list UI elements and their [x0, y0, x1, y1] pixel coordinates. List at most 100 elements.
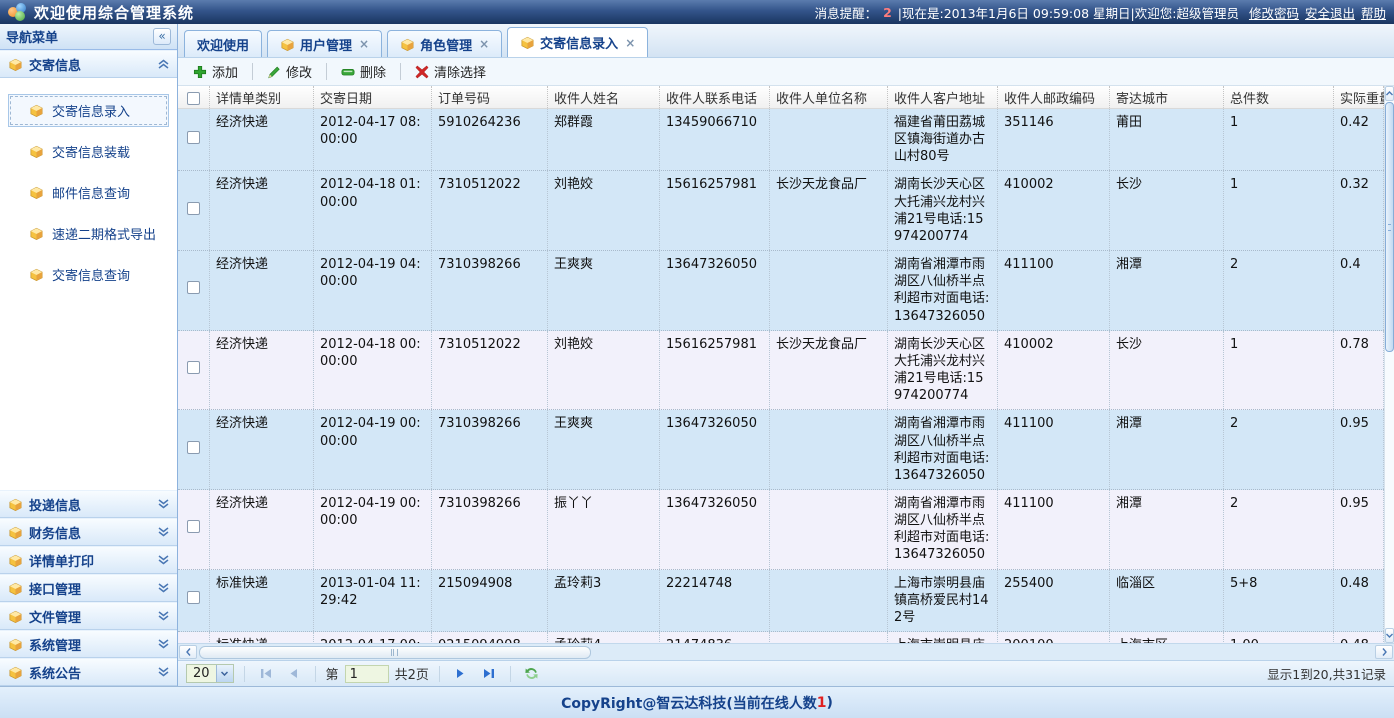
cell-总件数: 2	[1224, 410, 1334, 489]
scroll-down-button[interactable]	[1385, 628, 1394, 643]
sidebar-group-系统公告[interactable]: 系统公告	[0, 658, 177, 686]
column-header-寄达城市[interactable]: 寄达城市	[1110, 86, 1224, 108]
row-checkbox[interactable]	[187, 440, 200, 454]
row-checkbox[interactable]	[187, 520, 200, 534]
column-header-详情单类别[interactable]: 详情单类别	[210, 86, 314, 108]
column-header-label: 实际重量	[1340, 91, 1393, 107]
table-row[interactable]: 经济快递 2012-04-18 00:00:00 7310512022 刘艳姣 1561…	[178, 330, 1384, 411]
chevron-up-icon[interactable]	[158, 59, 169, 69]
horizontal-scrollbar[interactable]	[178, 643, 1394, 660]
cell-交寄日期: 2012-04-18 00:00:00	[314, 330, 432, 410]
chevron-down-icon[interactable]	[215, 665, 233, 682]
page-number-input[interactable]: 1	[344, 664, 389, 683]
package-icon	[29, 103, 44, 118]
scroll-up-button[interactable]	[1385, 86, 1394, 101]
first-page-button[interactable]	[255, 664, 277, 684]
page-size-select[interactable]: 20	[186, 664, 234, 683]
tab-close-icon[interactable]: ×	[359, 37, 370, 51]
sidebar-item-邮件信息查询[interactable]: 邮件信息查询	[8, 176, 169, 209]
row-checkbox[interactable]	[187, 361, 200, 375]
sidebar-group-投递信息[interactable]: 投递信息	[0, 490, 177, 518]
cell-收件人联系电话: 13647326050	[660, 489, 770, 569]
table-row[interactable]: 经济快递 2012-04-17 08:00:00 5910264236 郑群霞 1345…	[178, 109, 1384, 172]
toolbar-separator	[400, 63, 402, 80]
column-header-收件人单位名称[interactable]: 收件人单位名称	[770, 86, 888, 108]
prev-page-button[interactable]	[283, 664, 305, 684]
chevron-down-icon[interactable]	[158, 583, 169, 593]
delete-button[interactable]: 删除	[332, 58, 395, 85]
chevron-down-icon[interactable]	[158, 527, 169, 537]
link-修改密码[interactable]: 修改密码	[1248, 5, 1299, 21]
table-row[interactable]: 经济快递 2012-04-19 00:00:00 7310398266 王爽爽 1364…	[178, 410, 1384, 490]
tab-close-icon[interactable]: ×	[625, 35, 636, 50]
cell-收件人客户地址: 湖南长沙天心区大托浦兴龙村兴浦21号电话:15974200774	[888, 330, 998, 410]
column-header-收件人邮政编码[interactable]: 收件人邮政编码	[998, 86, 1110, 108]
sidebar-item-交寄信息装载[interactable]: 交寄信息装载	[8, 135, 169, 168]
title-bar: 欢迎使用综合管理系统 消息提醒： 2 |现在是:2013年1月6日 09:59:…	[0, 0, 1394, 24]
scroll-left-button[interactable]	[179, 645, 197, 659]
sidebar-group-详情单打印[interactable]: 详情单打印	[0, 546, 177, 574]
column-header-订单号码[interactable]: 订单号码	[432, 86, 548, 108]
chevron-down-icon[interactable]	[158, 639, 169, 649]
row-checkbox[interactable]	[187, 281, 200, 295]
tab-交寄信息录入[interactable]: 交寄信息录入 ×	[507, 27, 649, 57]
table-row[interactable]: 经济快递 2012-04-19 04:00:00 7310398266 王爽爽 1364…	[178, 251, 1384, 331]
online-count: 1	[816, 694, 827, 711]
cell-收件人姓名: 刘艳姣	[548, 171, 660, 251]
column-header-收件人联系电话[interactable]: 收件人联系电话	[660, 86, 770, 108]
cell-收件人姓名: 振丫丫	[548, 489, 660, 569]
horizontal-scroll-thumb[interactable]	[199, 645, 591, 659]
chevron-down-icon[interactable]	[158, 667, 169, 677]
column-header-交寄日期[interactable]: 交寄日期	[314, 86, 432, 108]
table-row[interactable]: 标准快递2012-04-17 00:00:000215094908孟玲莉4214…	[178, 632, 1384, 643]
table-row[interactable]: 经济快递 2012-04-18 01:00:00 7310512022 刘艳姣 1561…	[178, 171, 1384, 252]
tab-close-icon[interactable]: ×	[479, 37, 490, 51]
cell-收件人邮政编码: 411100	[998, 489, 1110, 569]
message-count-badge[interactable]: 2	[883, 4, 892, 20]
tab-用户管理[interactable]: 用户管理 ×	[267, 30, 383, 57]
cell-收件人单位名称	[770, 109, 888, 171]
sidebar-group-接口管理[interactable]: 接口管理	[0, 574, 177, 602]
table-row[interactable]: 经济快递 2012-04-19 00:00:00 7310398266 振丫丫 1364…	[178, 489, 1384, 570]
row-checkbox[interactable]	[187, 201, 200, 215]
sidebar-group-财务信息[interactable]: 财务信息	[0, 518, 177, 546]
add-button[interactable]: 添加	[184, 58, 247, 85]
column-header-收件人客户地址[interactable]: 收件人客户地址	[888, 86, 998, 108]
column-header-总件数[interactable]: 总件数	[1224, 86, 1334, 108]
cell-收件人联系电话: 22214748	[660, 569, 770, 632]
sidebar-item-交寄信息录入[interactable]: 交寄信息录入	[8, 94, 169, 127]
link-安全退出[interactable]: 安全退出	[1304, 5, 1355, 21]
sidebar-item-交寄信息查询[interactable]: 交寄信息查询	[8, 258, 169, 291]
sidebar-item-速递二期格式导出[interactable]: 速递二期格式导出	[8, 217, 169, 250]
select-all-checkbox[interactable]	[187, 92, 200, 105]
datetime-status-text: |现在是:2013年1月6日 09:59:08 星期日|欢迎您:超级管理员	[897, 5, 1239, 21]
chevron-down-icon[interactable]	[158, 499, 169, 509]
cell-收件人单位名称	[770, 569, 888, 632]
chevron-down-icon[interactable]	[158, 611, 169, 621]
cell-收件人邮政编码: 351146	[998, 109, 1110, 171]
tab-欢迎使用[interactable]: 欢迎使用	[184, 30, 263, 57]
sidebar-group-expanded[interactable]: 交寄信息	[0, 50, 177, 78]
link-帮助[interactable]: 帮助	[1360, 5, 1386, 21]
last-page-button[interactable]	[478, 664, 500, 684]
vertical-scrollbar[interactable]	[1384, 86, 1394, 643]
refresh-button[interactable]	[521, 664, 543, 684]
row-checkbox[interactable]	[187, 591, 200, 605]
tab-角色管理[interactable]: 角色管理 ×	[387, 30, 503, 57]
sidebar-collapse-button[interactable]: «	[153, 28, 171, 45]
scroll-right-button[interactable]	[1375, 645, 1393, 659]
vertical-scroll-thumb[interactable]	[1385, 102, 1394, 352]
sidebar-group-文件管理[interactable]: 文件管理	[0, 602, 177, 630]
column-header-实际重量[interactable]: 实际重量	[1334, 86, 1392, 108]
edit-button[interactable]: 修改	[258, 58, 321, 85]
cell-收件人客户地址: 湖南长沙天心区大托浦兴龙村兴浦21号电话:15974200774	[888, 171, 998, 251]
chevron-down-icon[interactable]	[158, 555, 169, 565]
sidebar-group-系统管理[interactable]: 系统管理	[0, 630, 177, 658]
cell-收件人姓名: 王爽爽	[548, 251, 660, 330]
cell-详情单类别: 经济快递	[210, 489, 314, 569]
row-checkbox[interactable]	[187, 130, 200, 144]
table-row[interactable]: 标准快递 2013-01-04 11:29:42 215094908 孟玲莉3 2221…	[178, 569, 1384, 633]
column-header-收件人姓名[interactable]: 收件人姓名	[548, 86, 660, 108]
next-page-button[interactable]	[450, 664, 472, 684]
clear-selection-button[interactable]: 清除选择	[406, 58, 495, 85]
